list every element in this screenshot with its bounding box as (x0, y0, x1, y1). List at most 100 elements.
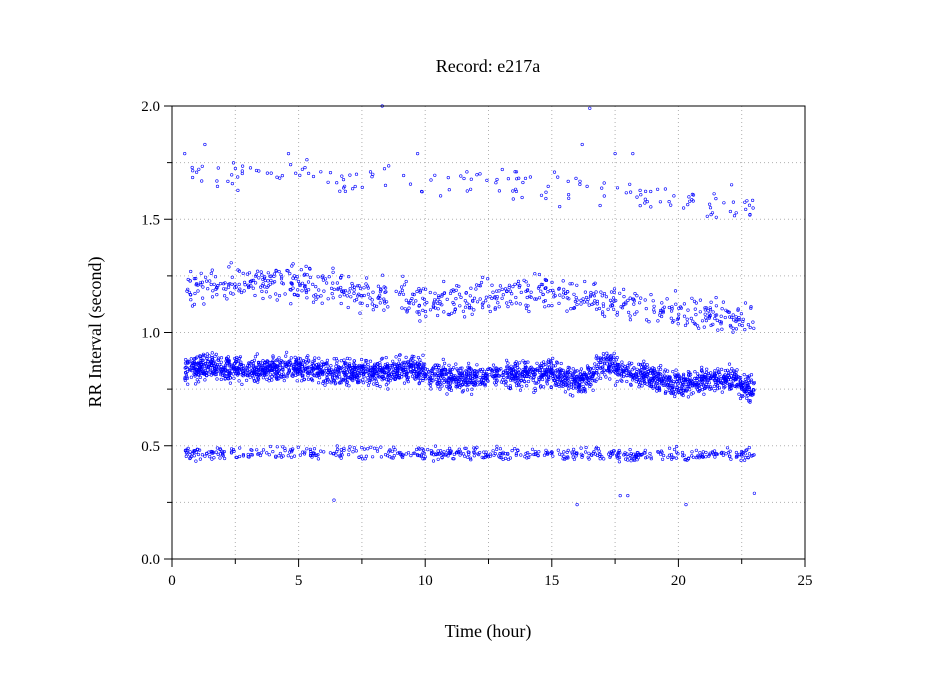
data-point (360, 366, 364, 370)
data-point (362, 447, 367, 451)
data-point (632, 457, 636, 461)
data-point (659, 449, 664, 453)
data-point (287, 369, 291, 373)
data-point (717, 370, 721, 375)
data-point (322, 450, 326, 454)
data-point (403, 360, 407, 365)
data-point (342, 446, 346, 451)
data-point (574, 375, 578, 379)
data-point (335, 281, 340, 285)
data-point (468, 306, 472, 310)
data-point (281, 372, 286, 376)
data-point (507, 285, 511, 290)
data-point (475, 363, 479, 367)
data-point (473, 375, 477, 380)
data-point (524, 451, 528, 456)
data-point (746, 455, 750, 459)
data-point (458, 453, 462, 457)
data-point (558, 371, 562, 375)
data-point (290, 264, 294, 268)
data-point (376, 374, 380, 378)
data-point (373, 304, 377, 308)
data-point (574, 451, 578, 456)
data-point (361, 378, 365, 382)
data-point (241, 164, 245, 168)
data-point (188, 456, 192, 461)
data-point (193, 374, 197, 378)
data-point (289, 356, 293, 360)
data-point (598, 376, 603, 381)
data-point (300, 281, 305, 285)
data-point (307, 171, 311, 175)
data-point (317, 288, 321, 292)
data-point (632, 366, 636, 370)
data-point (400, 306, 404, 310)
data-point (467, 368, 471, 372)
data-point (482, 369, 487, 374)
data-point (339, 359, 343, 363)
data-point (701, 450, 705, 454)
data-point (588, 106, 592, 110)
data-point (499, 456, 504, 460)
data-point (343, 184, 347, 188)
data-point (536, 454, 540, 458)
data-point (330, 292, 334, 296)
data-point (441, 357, 445, 362)
data-point (459, 451, 463, 455)
data-point (478, 172, 482, 176)
x-tick-label: 5 (295, 573, 303, 589)
data-point (438, 300, 442, 304)
data-point (366, 383, 371, 387)
data-point (265, 363, 270, 367)
data-point (548, 289, 552, 293)
data-point (490, 283, 494, 287)
data-point (673, 394, 677, 399)
data-point (739, 458, 743, 463)
data-point (747, 399, 751, 403)
data-point (194, 459, 198, 463)
data-point (256, 269, 260, 273)
data-point (546, 304, 551, 308)
data-point (499, 367, 503, 371)
data-point (523, 367, 527, 371)
data-point (628, 296, 632, 300)
data-point (752, 382, 756, 386)
data-point (703, 306, 707, 310)
data-point (546, 290, 550, 294)
data-point (246, 452, 250, 457)
data-point (283, 292, 287, 296)
data-point (524, 289, 528, 294)
data-point (686, 385, 691, 389)
data-point (466, 455, 470, 459)
data-point (433, 363, 438, 367)
data-point (516, 382, 521, 386)
data-point (739, 312, 744, 316)
data-point (532, 390, 536, 395)
data-point (517, 371, 521, 375)
data-point (485, 178, 489, 182)
data-point (320, 360, 324, 364)
data-point (414, 367, 419, 371)
data-point (431, 379, 435, 383)
data-point (600, 370, 604, 375)
data-point (362, 286, 366, 290)
data-point (409, 365, 414, 369)
data-point (358, 379, 362, 383)
data-point (659, 364, 663, 368)
data-point (656, 319, 660, 323)
data-point (455, 385, 459, 389)
data-point (514, 453, 518, 457)
data-point (207, 354, 212, 358)
data-point (594, 354, 599, 358)
data-point (580, 380, 584, 384)
data-point (568, 373, 572, 377)
data-point (688, 376, 692, 380)
data-point (233, 282, 237, 286)
data-point (460, 366, 464, 370)
data-point (328, 451, 333, 455)
data-point (396, 451, 400, 455)
data-point (211, 289, 215, 293)
data-point (643, 201, 647, 205)
data-point (488, 295, 492, 299)
data-point (714, 304, 719, 308)
